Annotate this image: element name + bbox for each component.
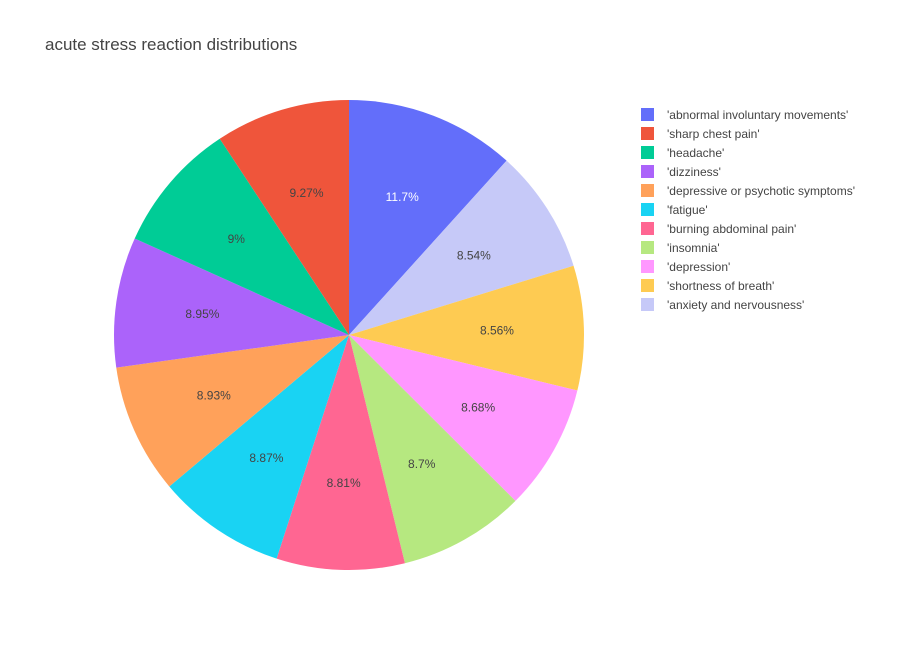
legend-item[interactable]: 'dizziness' (641, 165, 721, 179)
legend-label: 'fatigue' (667, 203, 708, 217)
legend-item[interactable]: 'anxiety and nervousness' (641, 298, 804, 312)
slice-label: 8.56% (480, 324, 514, 338)
legend-swatch (641, 279, 654, 292)
legend-item[interactable]: 'abnormal involuntary movements' (641, 108, 848, 122)
pie-slice[interactable] (219, 100, 349, 335)
legend-item[interactable]: 'shortness of breath' (641, 279, 774, 293)
legend-item[interactable]: 'headache' (641, 146, 724, 160)
legend-swatch (641, 298, 654, 311)
legend-label: 'abnormal involuntary movements' (667, 108, 848, 122)
legend-label: 'depressive or psychotic symptoms' (667, 184, 855, 198)
chart-title: acute stress reaction distributions (45, 35, 297, 54)
legend-swatch (641, 203, 654, 216)
legend-label: 'insomnia' (667, 241, 720, 255)
legend-item[interactable]: 'depressive or psychotic symptoms' (641, 184, 855, 198)
pie-slice[interactable] (349, 100, 507, 335)
legend: 'abnormal involuntary movements' 'sharp c… (641, 108, 855, 312)
pie-slice[interactable] (169, 335, 349, 559)
slice-label: 8.54% (457, 248, 491, 262)
slice-label: 8.68% (461, 400, 495, 414)
pie-slice[interactable] (276, 335, 405, 571)
slice-label: 8.95% (185, 307, 219, 321)
slice-label: 8.81% (327, 476, 361, 490)
pie-slice[interactable] (114, 238, 349, 368)
legend-swatch (641, 222, 654, 235)
legend-label: 'headache' (667, 146, 724, 160)
slice-label: 8.7% (408, 457, 436, 471)
pie-slice[interactable] (116, 335, 349, 487)
slice-label: 8.87% (249, 451, 283, 465)
legend-swatch (641, 241, 654, 254)
slice-label: 11.7% (386, 190, 419, 204)
slice-label: 8.93% (197, 388, 231, 402)
slice-label: 9.27% (289, 186, 323, 200)
legend-label: 'depression' (667, 260, 730, 274)
legend-item[interactable]: 'burning abdominal pain' (641, 222, 796, 236)
legend-label: 'anxiety and nervousness' (667, 298, 804, 312)
pie-slice[interactable] (349, 335, 578, 501)
legend-swatch (641, 260, 654, 273)
slice-labels: 11.7% 8.54% 8.56% 8.68% 8.7% 8.81% 8.87% 8.93% 8… (185, 186, 514, 490)
pie-slices (114, 100, 584, 571)
legend-item[interactable]: 'depression' (641, 260, 730, 274)
pie-slice[interactable] (349, 160, 574, 335)
legend-label: 'sharp chest pain' (667, 127, 760, 141)
legend-label: 'shortness of breath' (667, 279, 774, 293)
legend-swatch (641, 108, 654, 121)
legend-swatch (641, 146, 654, 159)
pie-slice[interactable] (349, 335, 516, 564)
legend-swatch (641, 127, 654, 140)
legend-label: 'burning abdominal pain' (667, 222, 796, 236)
legend-item[interactable]: 'insomnia' (641, 241, 720, 255)
pie-slice[interactable] (134, 138, 349, 335)
legend-swatch (641, 165, 654, 178)
pie-slice[interactable] (349, 265, 584, 391)
legend-item[interactable]: 'fatigue' (641, 203, 708, 217)
legend-item[interactable]: 'sharp chest pain' (641, 127, 760, 141)
legend-label: 'dizziness' (667, 165, 721, 179)
slice-label: 9% (228, 232, 246, 246)
legend-swatch (641, 184, 654, 197)
